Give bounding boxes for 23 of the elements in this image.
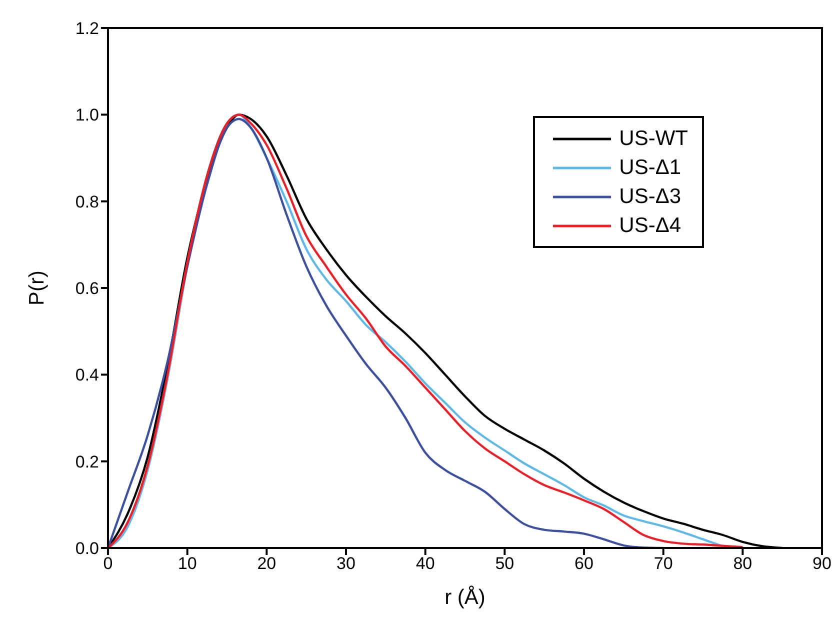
legend-label: US-Δ4 xyxy=(619,214,682,238)
y-tick-label: 0.4 xyxy=(75,366,99,385)
x-axis-title: r (Å) xyxy=(444,585,486,609)
x-tick-label: 30 xyxy=(336,554,356,574)
y-tick-label: 0.0 xyxy=(75,539,99,558)
x-tick-label: 40 xyxy=(416,554,435,574)
legend-label: US-Δ1 xyxy=(619,156,682,180)
y-tick-label: 0.6 xyxy=(75,279,99,298)
x-tick-label: 50 xyxy=(495,554,514,574)
legend-label: US-WT xyxy=(619,126,688,150)
x-tick-label: 10 xyxy=(178,554,197,574)
x-tick-label: 90 xyxy=(812,554,832,574)
x-tick-label: 70 xyxy=(654,554,673,574)
y-axis-title: P(r) xyxy=(25,270,48,306)
y-tick-label: 0.8 xyxy=(75,192,99,212)
x-tick-label: 0 xyxy=(103,554,113,574)
y-tick-label: 1.2 xyxy=(75,19,99,38)
x-tick-label: 20 xyxy=(257,554,276,574)
x-tick-label: 80 xyxy=(733,554,752,574)
legend-label: US-Δ3 xyxy=(619,184,682,208)
y-tick-label: 0.2 xyxy=(75,452,99,472)
y-tick-label: 1.0 xyxy=(75,106,99,125)
x-tick-label: 60 xyxy=(574,554,594,574)
